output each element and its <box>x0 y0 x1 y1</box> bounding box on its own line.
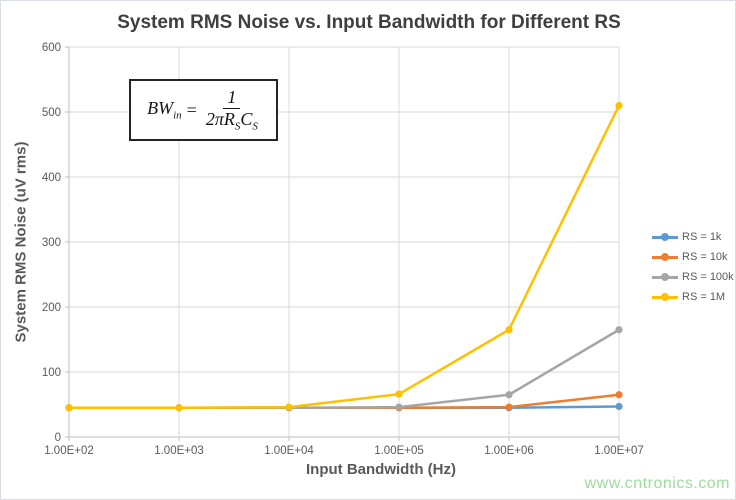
legend-marker-icon <box>652 233 678 241</box>
data-point-rs-1m <box>505 326 513 334</box>
data-point-rs-1m <box>615 101 623 110</box>
legend-label: RS = 10k <box>682 251 728 263</box>
legend-label: RS = 1k <box>682 231 722 243</box>
legend-item-rs-1m: RS = 1M <box>652 290 734 304</box>
formula-lhs: BWin <box>147 98 182 122</box>
legend-item-rs-1k: RS = 1k <box>652 230 734 244</box>
y-tick-label: 400 <box>42 172 61 184</box>
formula-equals: = <box>186 99 197 120</box>
y-tick-label: 100 <box>42 367 61 379</box>
data-point-rs-1m <box>65 404 73 412</box>
y-tick-label: 500 <box>42 107 61 119</box>
data-point-rs-10k <box>615 391 623 399</box>
y-tick-label: 300 <box>42 237 61 249</box>
legend-marker-icon <box>652 253 678 261</box>
legend-item-rs-10k: RS = 10k <box>652 250 734 264</box>
formula-denominator: 2πRSCS <box>205 108 258 133</box>
legend-item-rs-100k: RS = 100k <box>652 270 734 284</box>
x-axis-title: Input Bandwidth (Hz) <box>306 461 456 478</box>
x-tick-label: 1.00E+04 <box>264 445 314 457</box>
legend-marker-icon <box>652 293 678 301</box>
x-tick-label: 1.00E+07 <box>594 445 644 457</box>
legend-marker-icon <box>652 273 678 281</box>
y-axis-title: System RMS Noise (uV rms) <box>12 141 30 343</box>
watermark-text: www.cntronics.com <box>584 475 730 492</box>
y-tick-label: 0 <box>55 432 61 444</box>
legend: RS = 1k RS = 10k RS = 100k RS = 1M <box>652 230 734 304</box>
legend-label: RS = 100k <box>682 271 734 283</box>
formula-fraction: 1 2πRSCS <box>204 87 260 133</box>
formula-numerator: 1 <box>223 87 241 109</box>
x-tick-label: 1.00E+05 <box>374 445 424 457</box>
series-line-rs-1m <box>67 104 621 409</box>
x-tick-label: 1.00E+02 <box>44 445 94 457</box>
y-tick-label: 200 <box>42 302 61 314</box>
data-point-rs-1m <box>395 390 403 398</box>
legend-label: RS = 1M <box>682 291 726 303</box>
series-line-rs-100k <box>67 328 621 409</box>
x-tick-label: 1.00E+03 <box>154 445 204 457</box>
data-point-rs-10k <box>505 403 513 411</box>
chart-title: System RMS Noise vs. Input Bandwidth for… <box>117 12 621 33</box>
x-tick-label: 1.00E+06 <box>484 445 534 457</box>
data-point-rs-100k <box>505 391 513 399</box>
y-tick-label: 600 <box>42 42 61 54</box>
data-point-rs-1k <box>615 402 623 411</box>
data-point-rs-1m <box>175 404 183 412</box>
formula-box: BWin = 1 2πRSCS <box>129 79 278 141</box>
data-point-rs-1m <box>285 403 293 411</box>
data-point-rs-100k <box>615 326 623 334</box>
data-point-rs-100k <box>395 403 403 411</box>
